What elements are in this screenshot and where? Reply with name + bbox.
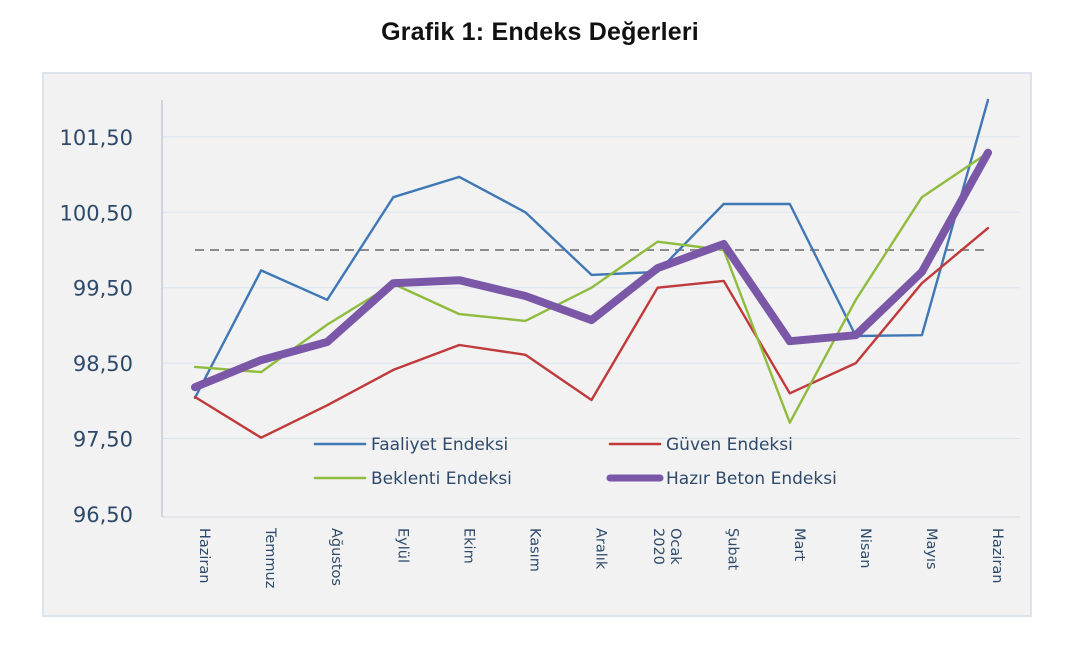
y-tick-label: 98,50 xyxy=(73,352,133,376)
legend-label: Faaliyet Endeksi xyxy=(371,435,508,455)
legend-label: Güven Endeksi xyxy=(666,435,793,455)
legend-label: Beklenti Endeksi xyxy=(371,469,512,489)
series-lines xyxy=(191,98,992,439)
x-tick-label: Ağustos xyxy=(328,528,344,586)
series-line-guven-endeksi xyxy=(193,226,990,439)
chart-title: Grafik 1: Endeks Değerleri xyxy=(381,18,699,46)
y-tick-label: 101,50 xyxy=(60,126,133,150)
x-tick-label: Kasım xyxy=(526,528,542,572)
x-tick-label: Mart xyxy=(791,528,807,561)
x-tick-label: Ekim xyxy=(460,528,476,564)
x-tick-label: Haziran xyxy=(196,528,212,583)
x-tick-label: Nisan xyxy=(857,528,873,569)
legend-label: Hazır Beton Endeksi xyxy=(666,469,837,489)
legend: Faaliyet Endeksi Güven Endeksi Beklenti En… xyxy=(313,435,837,489)
x-tick-label: Haziran xyxy=(989,528,1005,583)
x-tick-label: Aralık xyxy=(593,528,609,570)
series-line-faaliyet-endeksi xyxy=(193,98,990,399)
y-tick-label: 100,50 xyxy=(60,201,133,225)
y-tick-label: 99,50 xyxy=(73,277,133,301)
x-tick-label: Temmuz xyxy=(262,527,278,588)
x-tick-label: Eylül xyxy=(394,528,410,563)
y-axis: 96,50 97,50 98,50 99,50 100,50 101,50 xyxy=(60,100,163,527)
x-tick-label: 2020 xyxy=(650,528,666,565)
series-line-beklenti-endeksi xyxy=(193,151,990,424)
y-tick-label: 96,50 xyxy=(73,503,133,527)
x-tick-label: Mayıs xyxy=(923,528,939,570)
x-tick-label: Ocak xyxy=(667,528,683,565)
x-tick-label: Şubat xyxy=(725,528,741,570)
x-axis: Haziran Temmuz Ağustos Eylül Ekim Kasım Aralık… xyxy=(162,516,1020,588)
chart-frame xyxy=(42,72,1032,617)
y-tick-label: 97,50 xyxy=(73,428,133,452)
series-line-hazir-beton-endeksi xyxy=(191,148,992,392)
